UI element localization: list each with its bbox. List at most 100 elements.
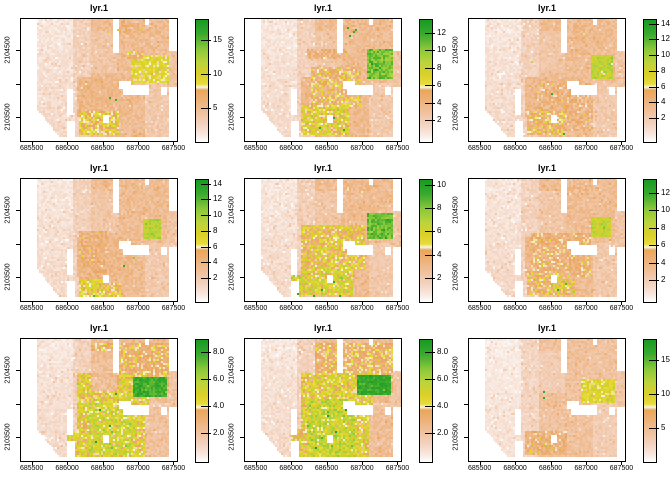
x-tick-mark [586, 461, 587, 465]
y-tick-mark [464, 83, 468, 85]
x-tick-mark [173, 141, 175, 145]
legend-tick-label: 12 [661, 187, 670, 197]
x-tick-label: 686500 [90, 465, 115, 472]
legend-tick-mark [425, 85, 435, 87]
x-tick-mark [621, 141, 623, 145]
x-tick-mark [31, 461, 33, 465]
legend-tick-label: 4 [437, 249, 442, 259]
legend-tick-mark [201, 262, 211, 264]
legend-tick-label: 6 [661, 81, 666, 91]
y-tick-label: 2104500 [452, 196, 460, 224]
x-tick-label: 686000 [55, 145, 79, 152]
x-tick-mark [67, 141, 69, 145]
x-tick-mark [31, 301, 33, 305]
x-tick-label: 686500 [90, 145, 115, 152]
legend-tick-mark [649, 280, 659, 282]
x-tick-mark [102, 301, 104, 305]
panel-title: lyr.1 [313, 323, 333, 333]
panel-title: lyr.1 [313, 3, 333, 13]
y-tick-label: 2103500 [4, 263, 12, 292]
y-tick-mark [16, 210, 20, 212]
x-tick-mark [326, 301, 328, 305]
legend-tick-label: 8 [437, 203, 442, 213]
raster-map [469, 339, 625, 461]
legend-colorbar [643, 179, 657, 303]
legend-tick-label: 4.0 [437, 401, 449, 411]
x-tick-mark [138, 461, 139, 465]
x-tick-label: 686000 [55, 305, 79, 312]
y-tick-mark [464, 277, 468, 279]
x-tick-mark [291, 301, 293, 305]
raster-map [469, 19, 625, 141]
x-tick-label: 687000 [126, 145, 150, 152]
y-tick-mark [240, 117, 244, 119]
x-tick-mark [138, 141, 139, 145]
y-tick-mark [16, 277, 20, 279]
legend-tick-label: 10 [661, 50, 670, 60]
legend-tick-label: 4 [661, 257, 666, 267]
x-tick-label: 686500 [538, 465, 563, 472]
y-tick-label: 2103500 [4, 423, 12, 452]
legend-tick-label: 2.0 [437, 427, 449, 437]
x-tick-mark [31, 141, 33, 145]
y-tick-mark [240, 277, 244, 279]
y-tick-label: 2103500 [228, 423, 236, 452]
x-tick-label: 687000 [574, 465, 598, 472]
legend-tick-label: 14 [213, 178, 222, 188]
x-tick-label: 686000 [503, 145, 527, 152]
legend-tick-mark [201, 39, 211, 41]
y-tick-label: 2104500 [4, 356, 12, 384]
legend-tick-mark [425, 379, 435, 381]
x-tick-label: 686500 [314, 305, 339, 312]
x-tick-label: 685500 [243, 465, 268, 472]
x-tick-mark [479, 461, 481, 465]
x-tick-mark [67, 301, 69, 305]
y-tick-mark [240, 370, 244, 372]
x-tick-mark [291, 461, 293, 465]
x-tick-label: 687500 [609, 145, 634, 152]
x-tick-mark [291, 141, 293, 145]
legend-tick-mark [201, 230, 211, 232]
x-tick-mark [479, 141, 481, 145]
x-tick-label: 686000 [279, 465, 303, 472]
plot-frame [468, 178, 626, 302]
legend-tick-mark [425, 231, 435, 233]
legend-tick-label: 6.0 [213, 374, 225, 384]
x-tick-label: 685500 [467, 465, 492, 472]
legend-tick-label: 8 [661, 65, 666, 75]
legend-colorbar [419, 179, 433, 303]
map-panel: lyr.1 685500 686000 686500 687000 687500 2103… [448, 0, 672, 160]
x-tick-mark [397, 301, 399, 305]
x-tick-mark [255, 461, 257, 465]
y-tick-mark [240, 403, 244, 405]
y-tick-mark [240, 50, 244, 52]
legend-tick-label: 6.0 [437, 374, 449, 384]
legend-tick-label: 5 [661, 423, 666, 433]
legend-tick-label: 10 [437, 45, 446, 55]
legend-tick-mark [649, 359, 659, 361]
x-tick-label: 686500 [314, 145, 339, 152]
x-tick-mark [102, 141, 104, 145]
raster-map [245, 179, 401, 301]
y-tick-label: 2104500 [228, 36, 236, 64]
legend-tick-mark [649, 428, 659, 430]
map-panel: lyr.1 685500 686000 686500 687000 687500 2103… [224, 0, 448, 160]
legend-tick-mark [649, 210, 659, 212]
legend-tick-label: 10 [213, 210, 222, 220]
y-tick-mark [464, 117, 468, 119]
x-tick-mark [102, 461, 104, 465]
x-tick-label: 687500 [161, 145, 186, 152]
x-tick-mark [621, 301, 623, 305]
x-tick-label: 685500 [19, 305, 44, 312]
x-tick-mark [479, 301, 481, 305]
y-tick-mark [240, 83, 244, 85]
legend-tick-label: 10 [437, 179, 446, 189]
map-panel: lyr.1 685500 686000 686500 687000 687500 2103… [448, 320, 672, 480]
y-tick-mark [464, 437, 468, 439]
x-tick-label: 687000 [126, 465, 150, 472]
x-tick-label: 687500 [161, 305, 186, 312]
x-tick-label: 686000 [279, 305, 303, 312]
raster-map [469, 179, 625, 301]
x-tick-mark [550, 461, 552, 465]
